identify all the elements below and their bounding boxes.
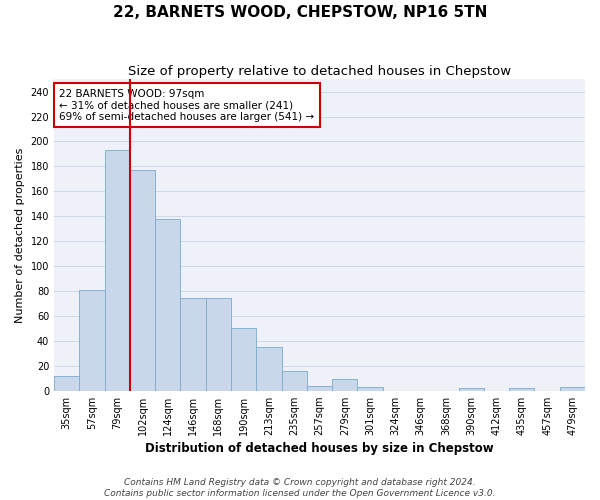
Bar bbox=[206, 298, 231, 390]
Y-axis label: Number of detached properties: Number of detached properties bbox=[15, 147, 25, 322]
Bar bbox=[155, 218, 181, 390]
Bar bbox=[560, 387, 585, 390]
Bar bbox=[458, 388, 484, 390]
Bar bbox=[231, 328, 256, 390]
Text: 22, BARNETS WOOD, CHEPSTOW, NP16 5TN: 22, BARNETS WOOD, CHEPSTOW, NP16 5TN bbox=[113, 5, 487, 20]
Bar bbox=[256, 347, 281, 391]
Bar bbox=[130, 170, 155, 390]
Bar bbox=[104, 150, 130, 390]
Bar bbox=[307, 386, 332, 390]
Text: 22 BARNETS WOOD: 97sqm
← 31% of detached houses are smaller (241)
69% of semi-de: 22 BARNETS WOOD: 97sqm ← 31% of detached… bbox=[59, 88, 314, 122]
Text: Contains HM Land Registry data © Crown copyright and database right 2024.
Contai: Contains HM Land Registry data © Crown c… bbox=[104, 478, 496, 498]
Bar bbox=[79, 290, 104, 390]
Bar bbox=[358, 387, 383, 390]
Bar bbox=[332, 380, 358, 390]
Bar bbox=[281, 371, 307, 390]
Title: Size of property relative to detached houses in Chepstow: Size of property relative to detached ho… bbox=[128, 65, 511, 78]
Bar bbox=[509, 388, 535, 390]
Bar bbox=[54, 376, 79, 390]
X-axis label: Distribution of detached houses by size in Chepstow: Distribution of detached houses by size … bbox=[145, 442, 494, 455]
Bar bbox=[181, 298, 206, 390]
